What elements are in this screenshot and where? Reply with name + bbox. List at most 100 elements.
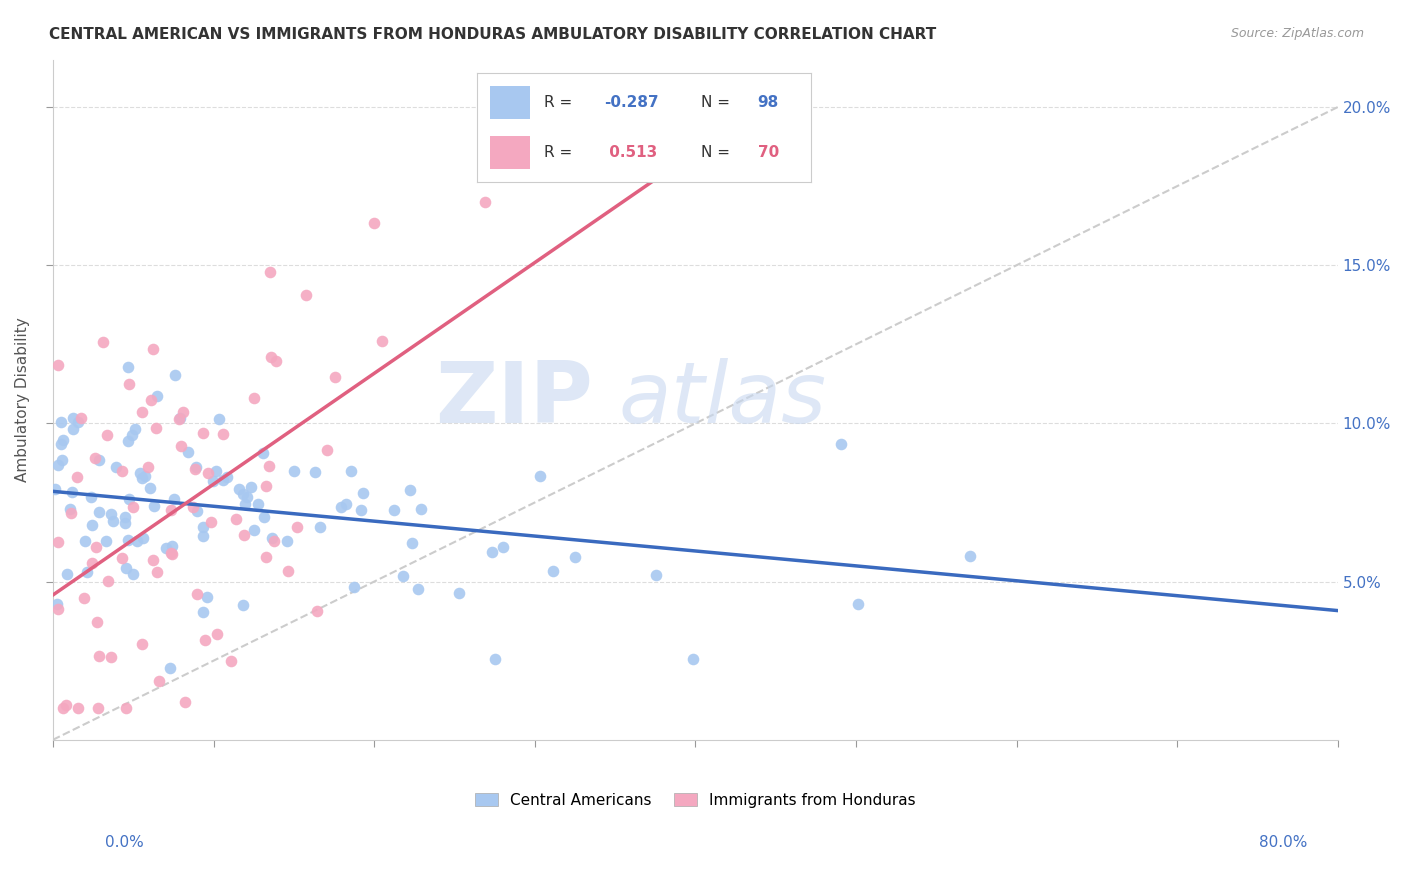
Point [212,473,235,487]
Point [391,569,413,583]
Point [184,462,207,476]
Point [80,517,103,532]
Point [304,465,326,479]
Point [122,500,145,514]
Point [52,701,75,715]
Point [121,428,143,442]
Point [87,453,110,467]
Point [86,615,108,629]
Point [89,504,111,518]
Point [118,377,141,392]
Point [84,450,107,465]
Text: Source: ZipAtlas.com: Source: ZipAtlas.com [1230,27,1364,40]
Point [254,549,277,564]
Point [55,566,77,581]
Point [225,512,247,526]
Point [384,503,406,517]
Point [846,597,869,611]
Point [125,533,148,548]
Point [352,485,374,500]
Point [87,701,110,715]
Point [163,492,186,507]
Point [128,467,150,481]
Point [94,533,117,548]
Point [252,446,274,460]
Point [194,632,217,647]
Point [264,354,287,368]
Point [294,288,316,302]
Point [148,673,170,688]
Point [139,393,162,408]
Point [146,565,169,579]
Point [363,216,385,230]
Point [51,452,73,467]
Point [114,510,136,524]
Point [160,547,183,561]
Point [309,519,332,533]
Point [283,464,305,478]
Text: atlas: atlas [619,359,827,442]
Point [401,535,423,549]
Point [307,604,329,618]
Point [335,497,357,511]
Point [219,654,242,668]
Point [406,582,429,596]
Point [207,412,229,426]
Point [70,411,93,425]
Point [316,443,339,458]
Point [117,359,139,374]
Point [263,533,285,548]
Point [257,459,280,474]
Point [132,531,155,545]
Point [111,464,134,478]
Point [197,466,219,480]
Point [73,533,96,548]
Point [62,410,84,425]
Point [207,627,229,641]
Point [87,648,110,663]
Point [232,598,254,612]
Point [67,701,90,715]
Point [131,637,153,651]
Point [172,405,194,419]
Point [287,520,309,534]
Point [215,470,238,484]
Point [260,350,283,364]
Point [191,605,214,619]
Point [159,661,181,675]
Point [155,541,177,555]
Point [115,561,138,575]
Y-axis label: Ambulatory Disability: Ambulatory Disability [15,318,30,482]
Point [491,540,513,554]
Point [160,539,183,553]
Point [343,580,366,594]
Point [82,556,104,570]
Point [276,534,298,549]
Point [259,265,281,279]
Point [60,484,83,499]
Point [143,500,166,514]
Point [167,412,190,426]
Point [541,564,564,578]
Point [97,574,120,588]
Point [76,565,98,579]
Point [447,585,470,599]
Point [46,535,69,549]
Point [253,509,276,524]
Point [254,479,277,493]
Point [529,469,551,483]
Point [228,482,250,496]
Point [141,553,163,567]
Point [124,422,146,436]
Point [163,368,186,382]
Point [233,497,256,511]
Point [184,460,207,475]
Point [118,491,141,506]
Text: CENTRAL AMERICAN VS IMMIGRANTS FROM HONDURAS AMBULATORY DISABILITY CORRELATION C: CENTRAL AMERICAN VS IMMIGRANTS FROM HOND… [49,27,936,42]
Point [73,591,96,606]
Point [105,460,128,475]
Point [117,533,139,548]
Point [481,545,503,559]
Point [340,464,363,478]
Point [201,474,224,488]
